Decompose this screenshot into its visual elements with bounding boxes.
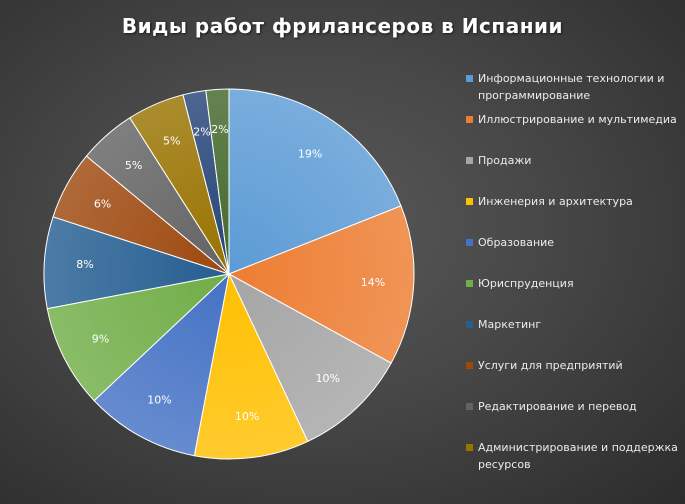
legend-label: Инженерия и архитектура	[478, 195, 633, 208]
legend-swatch	[466, 321, 473, 328]
slice-data-label: 2%	[211, 123, 228, 136]
legend-swatch	[466, 198, 473, 205]
pie-slice	[193, 272, 309, 460]
legend-swatch	[466, 444, 473, 451]
legend-swatch	[466, 239, 473, 246]
legend-swatch	[466, 75, 473, 82]
pie-slice	[205, 88, 230, 275]
legend-swatch	[466, 403, 473, 410]
chart-title: Виды работ фрилансеров в Испании	[121, 14, 564, 38]
legend-item: Администрирование и поддержка ресурсов	[466, 439, 681, 473]
legend-swatch	[466, 362, 473, 369]
slice-data-label: 10%	[147, 393, 171, 406]
slice-data-label: 2%	[193, 125, 210, 138]
slice-data-label: 10%	[235, 410, 259, 423]
pie-slice	[227, 272, 392, 443]
slice-data-label: 8%	[76, 258, 93, 271]
slice-data-label: 5%	[125, 159, 142, 172]
legend-item: Редактирование и перевод	[466, 398, 681, 415]
pie-slice	[46, 273, 231, 402]
legend-item: Продажи	[466, 152, 681, 169]
legend-label: Маркетинг	[478, 318, 542, 331]
legend-swatch	[466, 157, 473, 164]
legend-label: Информационные технологии и программиров…	[478, 72, 665, 102]
legend-item: Маркетинг	[466, 316, 681, 333]
legend-item: Иллюстрирование и мультимедиа	[466, 111, 681, 128]
pie-slice	[228, 88, 402, 275]
legend-label: Администрирование и поддержка ресурсов	[478, 441, 678, 471]
legend-swatch	[466, 280, 473, 287]
pie-slice	[227, 205, 415, 364]
pie-slice	[93, 272, 230, 457]
slice-data-label: 14%	[361, 276, 385, 289]
slice-data-label: 6%	[94, 197, 111, 210]
legend-item: Образование	[466, 234, 681, 251]
legend-label: Юриспруденция	[478, 277, 574, 290]
legend-label: Образование	[478, 236, 555, 249]
slice-data-label: 19%	[298, 148, 322, 161]
legend-swatch	[466, 116, 473, 123]
legend-label: Редактирование и перевод	[478, 400, 637, 413]
legend-item: Услуги для предприятий	[466, 357, 681, 374]
legend-item: Информационные технологии и программиров…	[466, 70, 681, 104]
slice-data-label: 5%	[163, 135, 180, 148]
legend-item: Инженерия и архитектура	[466, 193, 681, 210]
pie-slice	[43, 216, 230, 310]
legend-label: Продажи	[478, 154, 532, 167]
legend-label: Услуги для предприятий	[478, 359, 623, 372]
legend-label: Иллюстрирование и мультимедиа	[478, 113, 677, 126]
slice-data-label: 9%	[92, 333, 109, 346]
slice-data-label: 10%	[316, 372, 340, 385]
legend-item: Юриспруденция	[466, 275, 681, 292]
